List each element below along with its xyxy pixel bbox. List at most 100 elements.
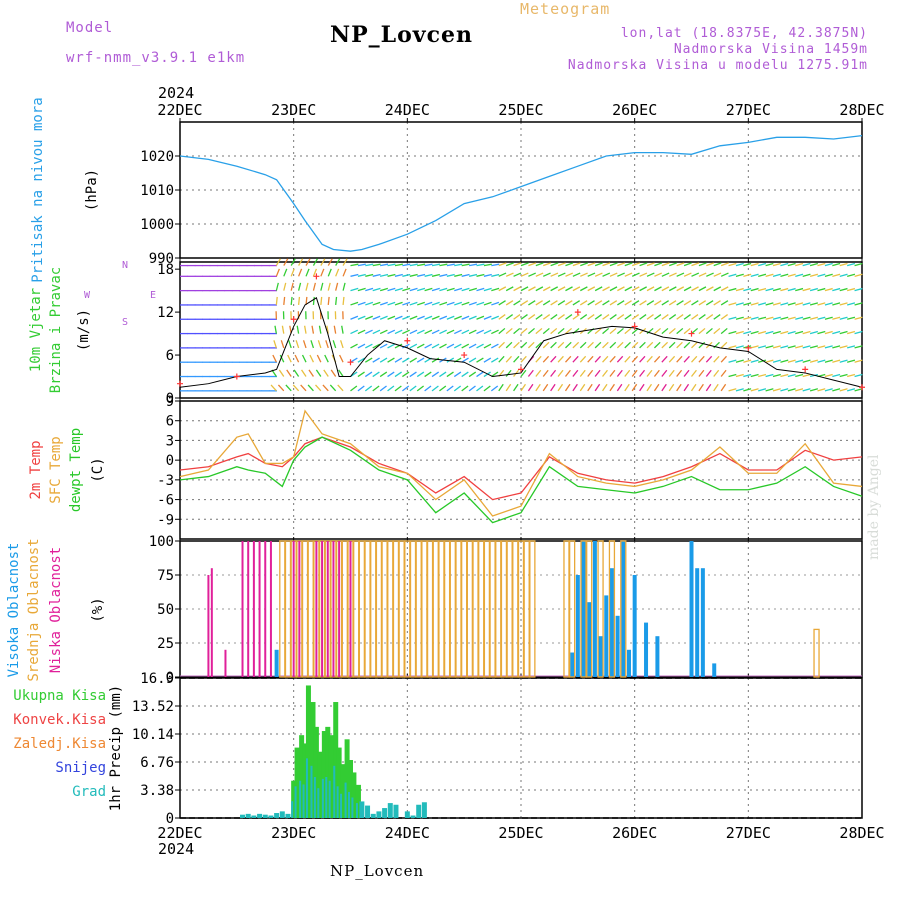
wind-barb — [446, 329, 455, 335]
wind-barb — [365, 263, 374, 267]
wind-barb — [461, 357, 469, 363]
wind-barb — [439, 315, 448, 320]
wind-barb — [461, 385, 469, 392]
wind-barb — [483, 287, 492, 292]
wind-barb — [498, 272, 507, 277]
cloud-bar-mid — [358, 540, 366, 678]
wind-barb — [409, 263, 418, 267]
wind-barb — [691, 314, 699, 320]
wind-barb — [402, 315, 411, 320]
wind-barb — [439, 273, 448, 277]
precip-bar — [393, 804, 399, 818]
wind-barb — [316, 354, 322, 363]
wind-barb — [357, 263, 366, 267]
wind-barb — [298, 268, 303, 277]
wind-barb — [780, 388, 789, 392]
wind-barb — [454, 301, 463, 306]
wind-barb — [409, 371, 417, 378]
cloud-unit: (%) — [90, 597, 106, 622]
wind-barb — [847, 302, 856, 306]
wind-barb — [750, 262, 759, 267]
cloud-bar-low — [349, 541, 352, 677]
wind-barb — [394, 301, 403, 306]
wind-barb — [780, 262, 789, 267]
wind-barb — [498, 262, 507, 267]
cloud-bar-mid — [398, 540, 405, 678]
wind-barb — [824, 330, 833, 335]
wind-barb — [616, 383, 623, 392]
wind-barb — [416, 315, 425, 320]
wind-barb — [350, 329, 359, 335]
model-label: Model — [66, 20, 114, 36]
wind-barb — [302, 340, 307, 349]
wind-barb — [439, 263, 448, 267]
wind-barb — [542, 286, 551, 292]
wind-barb — [535, 383, 541, 392]
wind-barb — [780, 373, 789, 378]
precip-bar-hail — [340, 793, 343, 818]
wind-barb — [743, 345, 752, 349]
wind-barb — [283, 268, 288, 277]
wind-barb — [557, 369, 564, 377]
wind-barb — [557, 262, 566, 267]
precip-bar — [404, 811, 410, 818]
wind-barb — [668, 272, 677, 277]
wind-barb — [587, 272, 596, 277]
cloud-bar-high — [575, 575, 580, 677]
precip-bar — [359, 801, 365, 818]
cloud-ylabel-3: Niska Oblacnost — [48, 547, 64, 673]
wind-ylabel-1: 10m Vjetar — [28, 288, 44, 372]
wind-barb — [332, 340, 337, 349]
wind-barb — [372, 371, 380, 378]
wind-barb — [713, 300, 721, 306]
precip-bar-hail — [325, 776, 328, 818]
wind-barb — [468, 343, 477, 349]
cloud-bar-mid — [517, 540, 525, 678]
wind-barb — [350, 315, 359, 320]
wind-barb — [520, 355, 527, 363]
wind-barb — [705, 327, 713, 335]
wind-barb — [461, 301, 470, 306]
cloud-bar-low — [315, 541, 318, 677]
wind-barb — [513, 383, 519, 392]
wind-barb — [839, 316, 848, 320]
wind-barb — [683, 262, 692, 267]
bottom-xtick-label: 24DEC — [385, 824, 430, 842]
wind-barb — [854, 359, 863, 363]
wind-barb — [646, 286, 655, 292]
wind-barb — [557, 341, 565, 349]
top-year-label: 2024 — [158, 84, 194, 102]
wind-barb — [639, 300, 647, 306]
wind-barb — [468, 371, 477, 378]
wind-barb — [365, 315, 373, 320]
wind-barb — [713, 262, 722, 267]
gust-marker — [177, 380, 183, 387]
wind-barb — [387, 287, 396, 292]
wind-barb — [594, 355, 601, 363]
wind-barb — [594, 369, 601, 377]
wind-barb — [802, 373, 811, 378]
wind-barb — [513, 341, 520, 349]
wind-barb — [335, 282, 339, 291]
wind-barb — [572, 300, 581, 306]
cloud-bar-mid — [455, 540, 462, 678]
precip-bar — [302, 743, 308, 818]
wind-barb — [580, 262, 589, 267]
wind-barb — [713, 355, 720, 363]
cloud-bar-mid — [813, 628, 820, 678]
wind-barb — [602, 286, 610, 292]
wind-barb — [676, 262, 685, 267]
wind-barb — [795, 359, 804, 363]
wind-barb — [394, 343, 403, 349]
wind-barb — [416, 329, 425, 335]
wind-barb — [631, 355, 639, 363]
cloud-bar-high — [644, 622, 649, 677]
wind-barb — [587, 286, 596, 292]
wind-barb — [394, 263, 403, 267]
wind-barb — [301, 369, 307, 377]
wind-barb — [476, 329, 485, 335]
wind-barb — [631, 272, 640, 277]
wind-barb — [364, 385, 373, 392]
cloud-bar-high — [655, 636, 660, 677]
wind-barb — [279, 354, 285, 363]
